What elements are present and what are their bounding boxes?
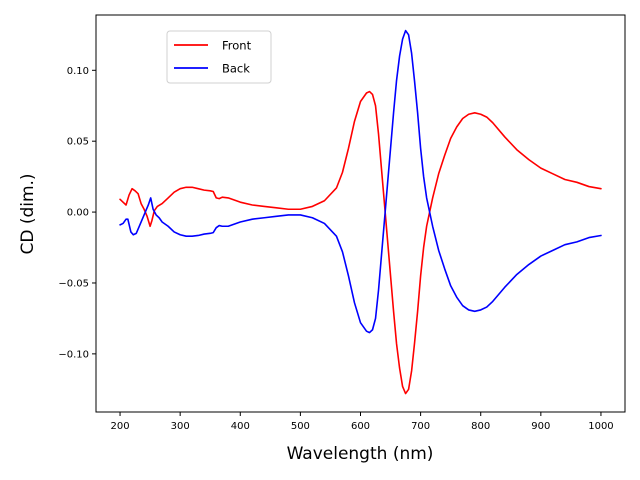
y-axis: −0.10 −0.05 0.00 0.05 0.10 [58, 66, 96, 360]
legend-box [166, 30, 272, 84]
x-axis: 200 300 400 500 600 700 800 900 1000 [110, 412, 614, 432]
y-tick-label: −0.05 [58, 278, 89, 289]
series-line-back [119, 29, 602, 334]
x-tick-label: 500 [291, 421, 310, 432]
x-tick-label: 800 [471, 421, 490, 432]
x-axis-label: Wavelength (nm) [287, 444, 434, 464]
y-tick-label: 0.10 [67, 66, 89, 77]
x-tick-label: 700 [411, 421, 430, 432]
y-tick-label: 0.05 [67, 137, 89, 148]
y-axis-label: CD (dim.) [18, 173, 38, 254]
legend-label-back: Back [222, 62, 250, 76]
x-tick-label: 400 [231, 421, 250, 432]
legend: Front Back [166, 30, 272, 84]
x-tick-label: 200 [110, 421, 129, 432]
y-tick-label: −0.10 [58, 349, 89, 360]
y-tick-label: 0.00 [67, 208, 89, 219]
x-tick-label: 300 [171, 421, 190, 432]
x-tick-label: 1000 [588, 421, 613, 432]
x-tick-label: 900 [531, 421, 550, 432]
x-tick-label: 600 [351, 421, 370, 432]
series-line-front [119, 90, 602, 395]
legend-label-front: Front [222, 39, 252, 53]
